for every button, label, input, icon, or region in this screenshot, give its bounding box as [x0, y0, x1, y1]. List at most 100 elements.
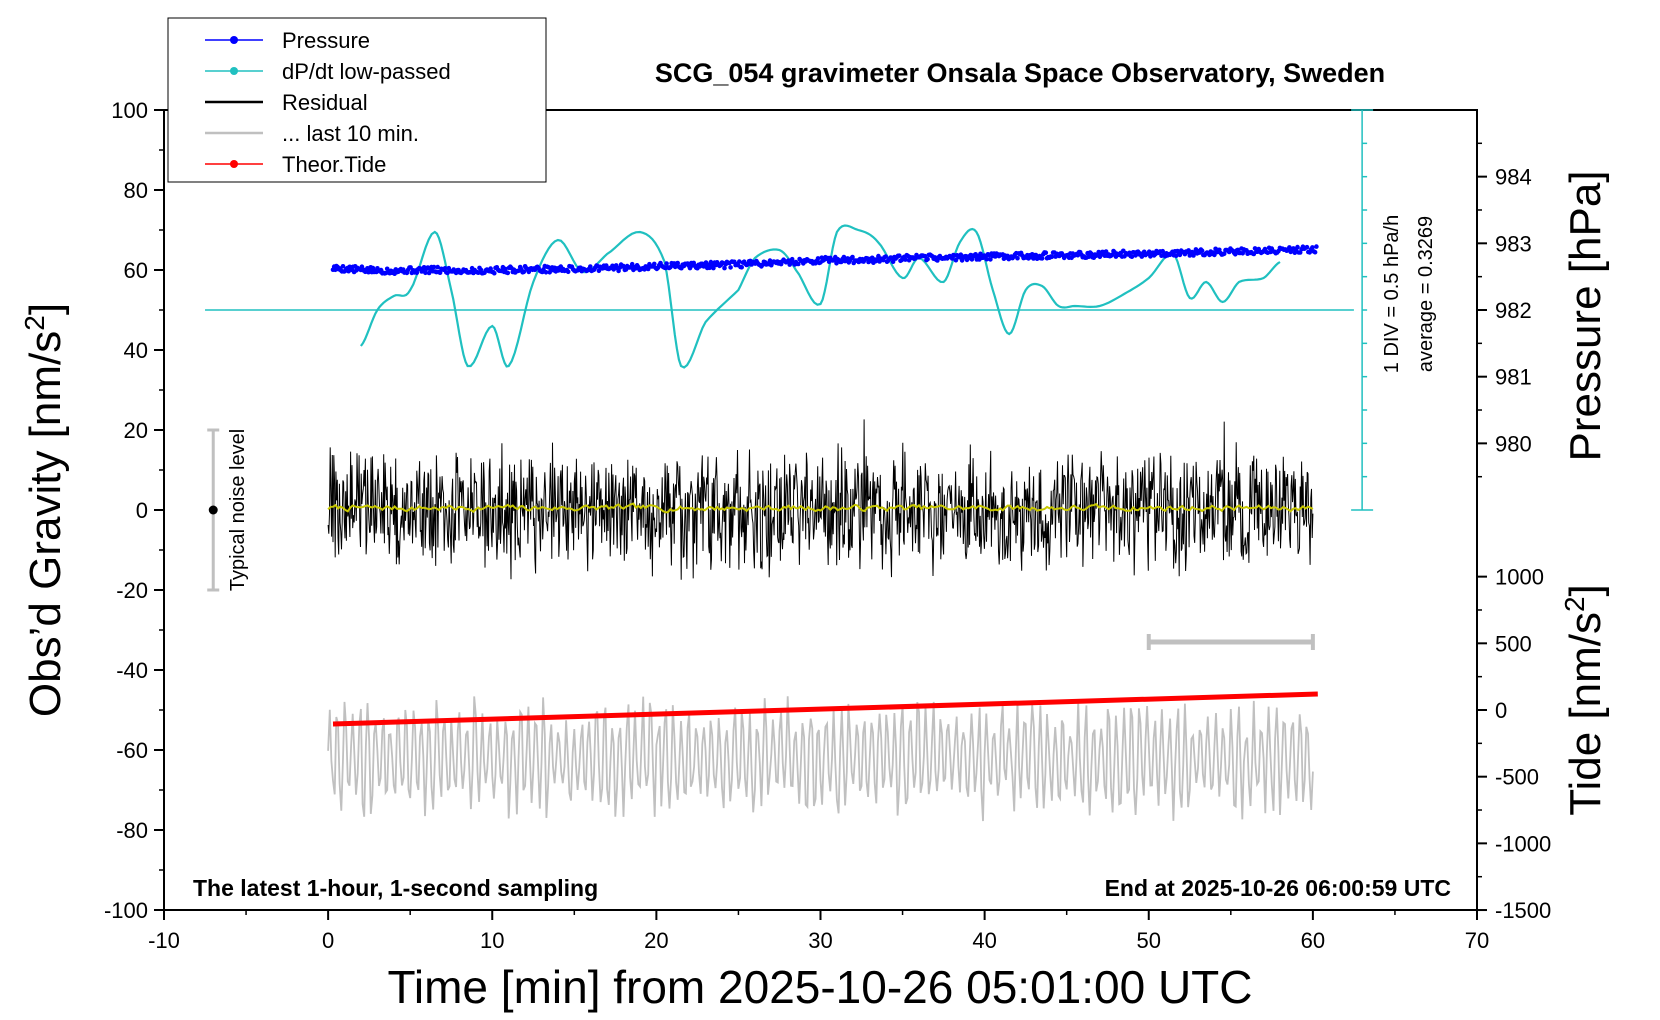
y-axis-title-left-main: Obs’d Gravity [nm/s: [21, 331, 70, 717]
y-tick-label: -60: [116, 738, 148, 763]
pressure-point: [1304, 244, 1310, 250]
legend-label: Theor.Tide: [282, 152, 386, 177]
noise-bar-center: [208, 505, 218, 515]
pressure-point: [478, 267, 484, 273]
legend-label: dP/dt low-passed: [282, 59, 451, 84]
pressure-point: [1043, 250, 1049, 255]
end-time-note: End at 2025-10-26 06:00:59 UTC: [1105, 875, 1451, 901]
pressure-point: [978, 251, 983, 257]
pressure-point: [565, 269, 571, 275]
pressure-point: [505, 270, 511, 276]
y-axis-ticks: 100 80 60 40 20 0 -20 -40 -60 -80 -100: [104, 98, 164, 923]
pressure-point: [621, 263, 626, 269]
y-tick-label: 80: [124, 178, 148, 203]
pressure-point: [988, 257, 993, 262]
pressure-point: [1199, 248, 1205, 253]
legend: Pressure dP/dt low-passed Residual ... last…: [167, 17, 547, 183]
x-tick-label: 0: [322, 928, 334, 953]
pressure-point: [953, 257, 959, 263]
legend-label: Pressure: [282, 28, 370, 53]
pressure-point: [503, 266, 508, 272]
pressure-point: [414, 270, 420, 276]
pressure-point: [1160, 248, 1165, 254]
typical-noise-bar: [207, 428, 220, 592]
legend-label: Residual: [282, 90, 368, 115]
tide-tick-label: 0: [1495, 698, 1507, 723]
pressure-tick-label: 984: [1495, 165, 1532, 190]
pressure-point: [442, 266, 448, 271]
noise-label: Typical noise level: [227, 429, 249, 591]
pressure-point: [1015, 255, 1020, 261]
tide-axis-ticks: 1000 500 0 -500 -1000 -1500: [1477, 565, 1551, 923]
chart-title: SCG_054 gravimeter Onsala Space Observat…: [655, 58, 1385, 88]
y-tick-label: 20: [124, 418, 148, 443]
x-tick-label: 10: [480, 928, 504, 953]
x-axis-ticks: -10 0 10 20 30 40 50 60 70: [148, 910, 1489, 953]
scale-div-label: 1 DIV = 0.5 hPa/h: [1381, 215, 1403, 373]
last-10-min-bar: [1146, 634, 1315, 650]
pressure-point: [737, 259, 742, 264]
pressure-point: [883, 254, 888, 259]
pressure-point: [1049, 254, 1055, 260]
dpdt-scale-bar: [1351, 109, 1374, 511]
y-axis-title-tide-sup: 2: [1559, 596, 1590, 612]
pressure-point: [903, 257, 908, 262]
pressure-point: [1310, 245, 1315, 250]
x-tick-label: 60: [1301, 928, 1325, 953]
pressure-point: [958, 252, 964, 257]
pressure-point: [359, 264, 365, 270]
pressure-point: [728, 265, 733, 270]
x-tick-label: 20: [644, 928, 668, 953]
pressure-point: [1312, 249, 1318, 255]
pressure-point: [841, 254, 847, 260]
legend-marker: [230, 160, 238, 168]
pressure-point: [711, 265, 716, 271]
pressure-point: [969, 257, 975, 262]
pressure-tick-label: 982: [1495, 298, 1532, 323]
pressure-point: [431, 264, 437, 270]
series-residual-smoothed: [327, 502, 1314, 514]
pressure-point: [1295, 244, 1300, 250]
x-tick-label: 50: [1137, 928, 1161, 953]
y-tick-label: -100: [104, 898, 148, 923]
legend-label: ... last 10 min.: [282, 121, 419, 146]
x-tick-label: 30: [808, 928, 832, 953]
pressure-point: [1089, 251, 1094, 256]
y-axis-title-tide-main: Tide [nm/s: [1561, 612, 1610, 816]
pressure-point: [675, 260, 680, 266]
legend-box: [167, 17, 547, 183]
y-tick-label: -20: [116, 578, 148, 603]
series-last-10-min: [327, 696, 1314, 822]
y-tick-label: 40: [124, 338, 148, 363]
legend-marker: [230, 67, 238, 75]
pressure-point: [1221, 251, 1227, 256]
y-axis-title-left-sup: 2: [19, 315, 50, 331]
pressure-tick-label: 981: [1495, 365, 1532, 390]
y-axis-title-left-end: ]: [21, 303, 70, 315]
pressure-point: [423, 270, 428, 276]
pressure-point: [815, 256, 821, 261]
series-dpdt-low-passed: [360, 224, 1281, 369]
pressure-tick-label: 983: [1495, 231, 1532, 256]
y-axis-title-left: Obs’d Gravity [nm/s2]: [19, 303, 70, 717]
pressure-point: [1039, 256, 1045, 261]
y-tick-label: -80: [116, 818, 148, 843]
pressure-tick-label: 980: [1495, 431, 1532, 456]
pressure-point: [588, 264, 593, 269]
pressure-point: [1233, 252, 1238, 257]
legend-marker: [230, 36, 238, 44]
pressure-point: [850, 254, 855, 260]
pressure-point: [890, 259, 896, 265]
pressure-point: [897, 253, 902, 258]
pressure-point: [1314, 244, 1319, 249]
tide-tick-label: -500: [1495, 765, 1539, 790]
pressure-point: [984, 256, 989, 262]
y-tick-label: 100: [111, 98, 148, 123]
pressure-point: [664, 261, 669, 266]
y-axis-title-pressure: Pressure [hPa]: [1561, 170, 1610, 461]
pressure-point: [340, 264, 346, 269]
tide-tick-label: -1000: [1495, 831, 1551, 856]
x-axis-title: Time [min] from 2025-10-26 05:01:00 UTC: [388, 961, 1253, 1013]
pressure-point: [739, 265, 744, 270]
